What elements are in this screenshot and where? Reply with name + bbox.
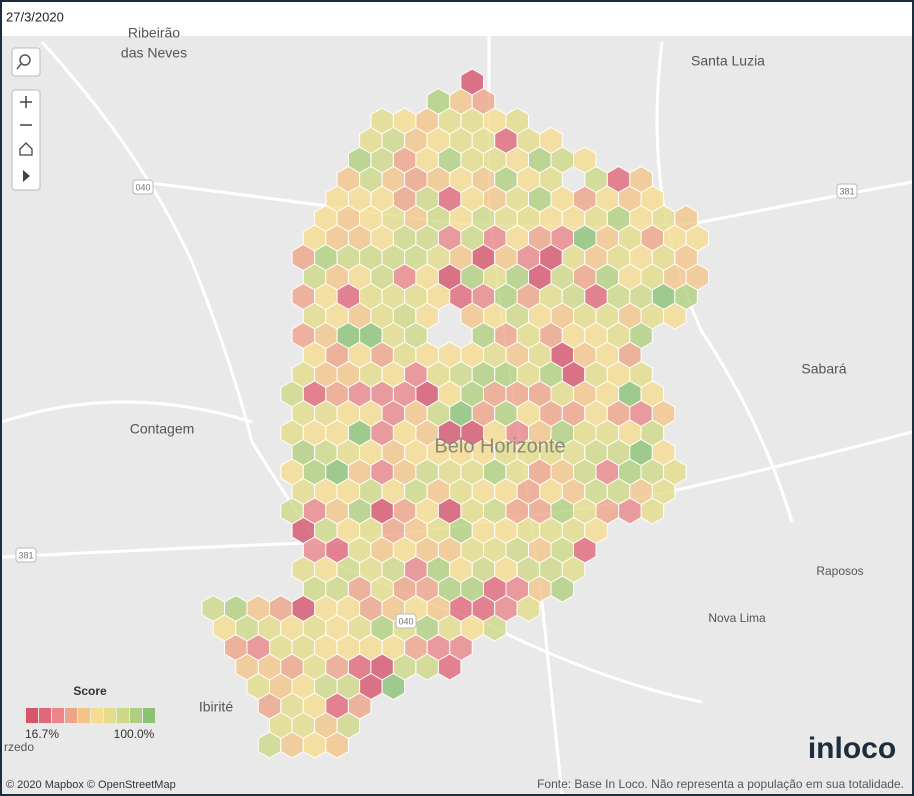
- search-button[interactable]: [11, 47, 41, 77]
- hex-cell: [550, 575, 574, 603]
- hex-cell: [483, 614, 507, 642]
- zoom-out-button[interactable]: [12, 114, 40, 138]
- legend-swatch: [91, 708, 103, 723]
- hex-cell: [381, 672, 406, 701]
- place-label: Ibirité: [199, 699, 233, 715]
- hex-layer: [201, 68, 710, 759]
- hex-cell: [516, 594, 541, 623]
- legend-swatch: [130, 708, 142, 723]
- place-label: Santa Luzia: [691, 53, 765, 69]
- place-label: Belo Horizonte: [434, 435, 565, 457]
- place-label: rzedo: [4, 740, 34, 754]
- place-labels: Ribeirão das Neves Santa Luzia Contagem …: [4, 25, 864, 754]
- map-controls: [11, 47, 41, 191]
- legend-swatch: [26, 708, 38, 723]
- legend-swatch: [78, 708, 90, 723]
- top-bar: [2, 2, 912, 36]
- hex-cell: [325, 731, 349, 759]
- road-label: 040: [398, 616, 413, 626]
- place-label: Nova Lima: [708, 611, 766, 625]
- legend-swatch: [117, 708, 129, 723]
- hex-cell: [663, 302, 687, 330]
- logo: inloco: [808, 732, 896, 765]
- place-label: Ribeirão: [128, 25, 180, 41]
- legend-swatch: [39, 708, 51, 723]
- legend-swatch: [143, 708, 155, 723]
- date: 27/3/2020: [6, 9, 64, 24]
- home-button[interactable]: [12, 138, 40, 162]
- hex-cell: [640, 497, 665, 525]
- legend-max: 100.0%: [114, 727, 155, 741]
- legend-swatch: [65, 708, 77, 723]
- hex-cell: [437, 653, 462, 681]
- road-label: 040: [135, 182, 150, 192]
- legend-swatch: [52, 708, 64, 723]
- legend-swatch: [104, 708, 116, 723]
- road-label: 381: [839, 186, 854, 196]
- road-shields: 040 381 381 040: [15, 179, 858, 629]
- legend: Score 16.7% 100.0%: [25, 684, 155, 741]
- place-label: Raposos: [816, 564, 863, 578]
- road-label: 381: [18, 550, 33, 560]
- place-label: Sabará: [801, 361, 846, 377]
- place-label: das Neves: [121, 45, 187, 61]
- legend-min: 16.7%: [25, 727, 59, 741]
- legend-title: Score: [73, 684, 107, 698]
- attribution: © 2020 Mapbox © OpenStreetMap: [6, 779, 176, 791]
- place-label: Contagem: [130, 421, 195, 437]
- source-note: Fonte: Base In Loco. Não representa a po…: [537, 777, 904, 791]
